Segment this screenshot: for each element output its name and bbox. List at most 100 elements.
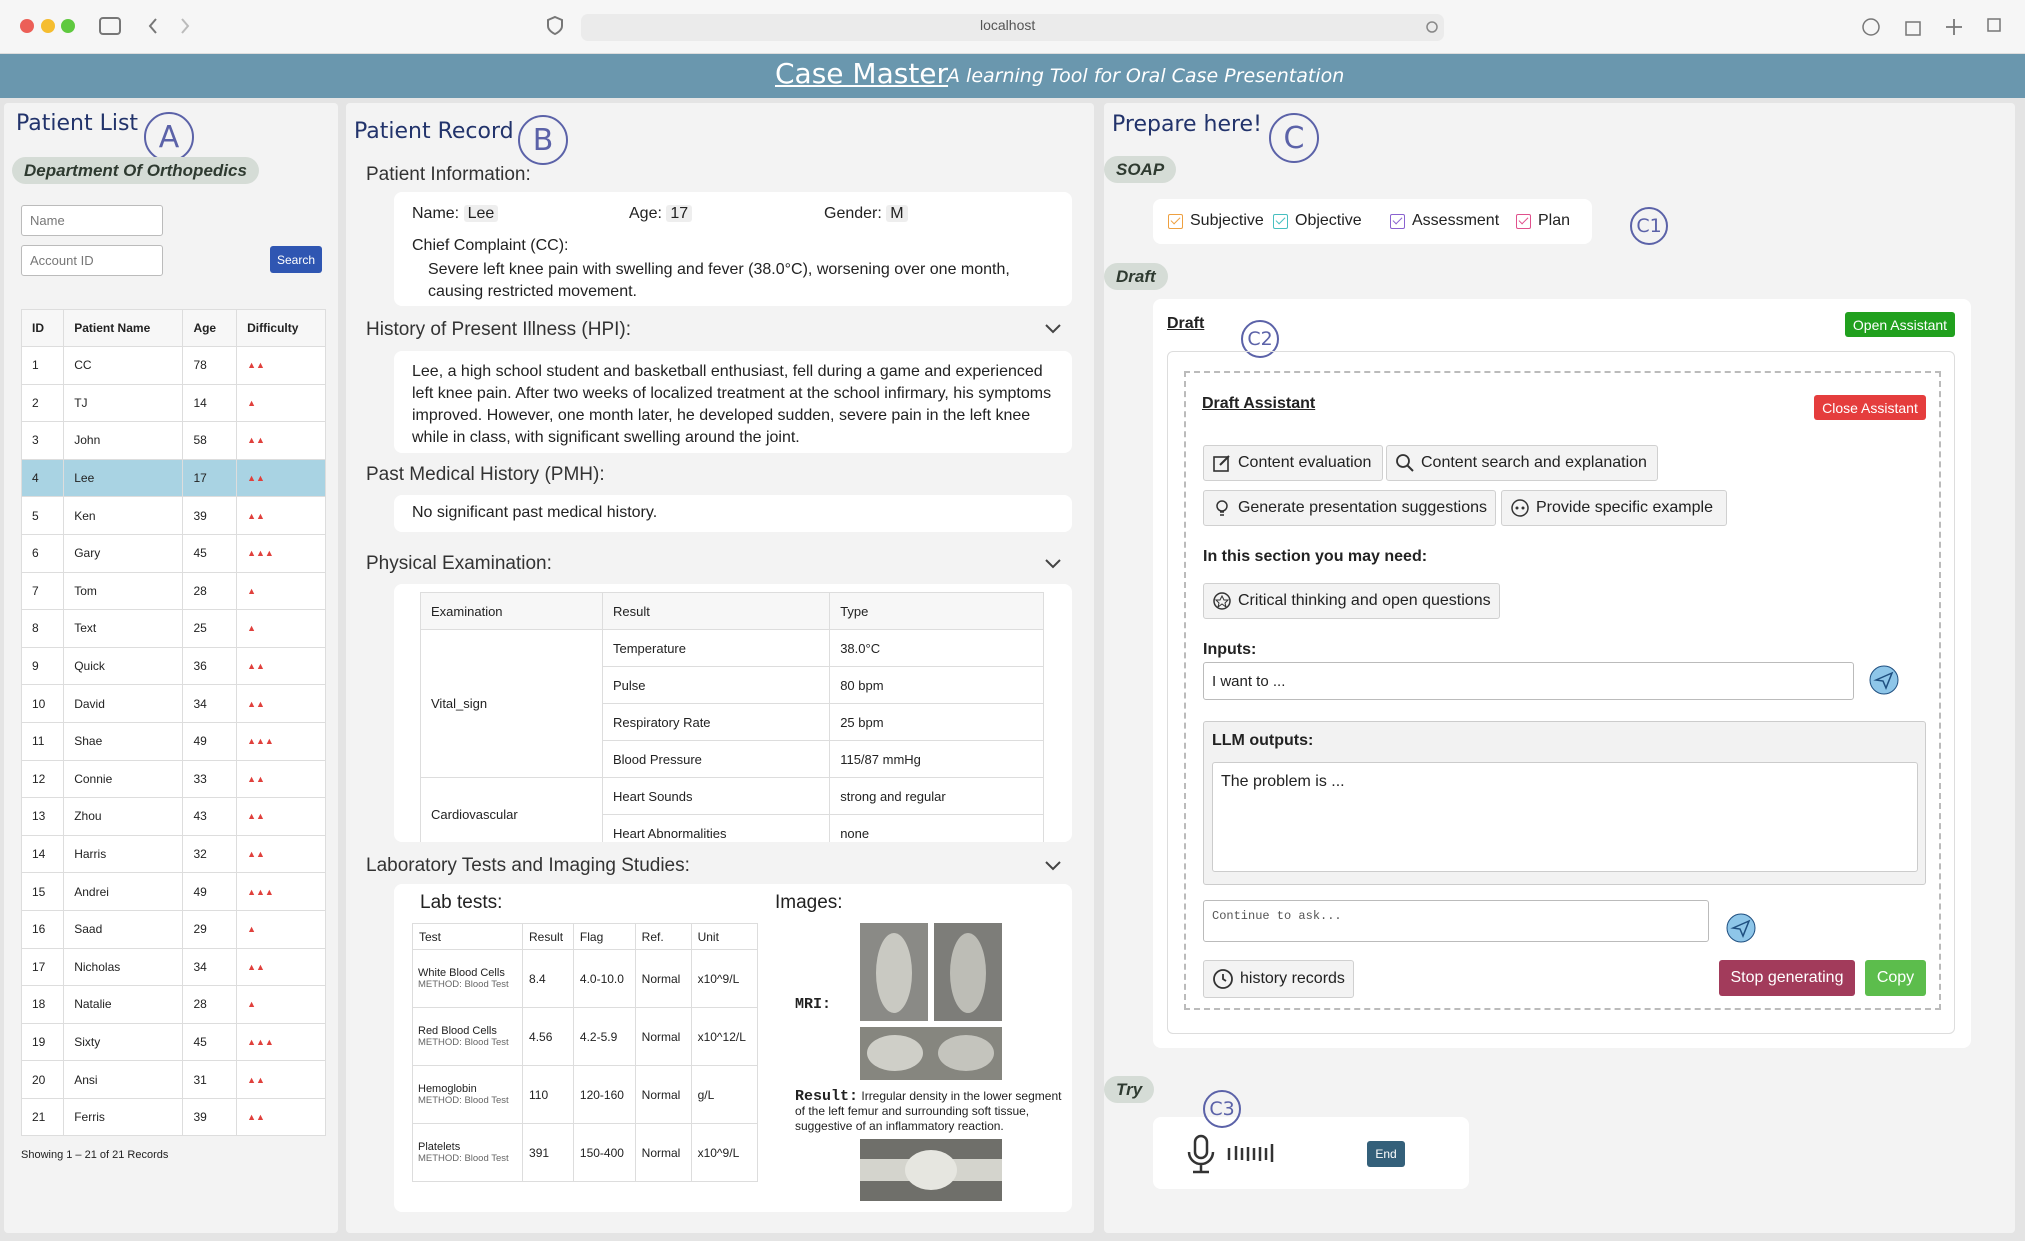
tabs-icon[interactable] xyxy=(1987,18,2001,32)
mri-image[interactable] xyxy=(860,923,1002,1080)
cell: x10^9/L xyxy=(690,949,759,1008)
send-button[interactable] xyxy=(1726,913,1756,943)
test-cell: Red Blood Cells METHOD: Blood Test xyxy=(411,1007,524,1066)
cell: 31 xyxy=(182,1060,238,1099)
soap-checkbox[interactable]: Assessment xyxy=(1390,212,1499,230)
cell: none xyxy=(829,814,1044,842)
patient-row[interactable]: 11 Shae 49 ▲▲▲ xyxy=(20,721,326,761)
tool-button[interactable]: Generate presentation suggestions xyxy=(1203,490,1496,526)
hpi-box: Lee, a high school student and basketbal… xyxy=(394,351,1072,453)
copy-button[interactable]: Copy xyxy=(1865,960,1926,996)
check-mark xyxy=(1518,214,1529,224)
cell: 115/87 mmHg xyxy=(829,740,1044,778)
cell: Normal xyxy=(634,1065,692,1124)
cell: g/L xyxy=(690,1065,759,1124)
browser-controls xyxy=(20,14,2001,41)
followup-field[interactable]: Continue to ask... xyxy=(1203,900,1709,942)
patient-row[interactable]: 10 David 34 ▲▲ xyxy=(20,684,326,723)
cell: 32 xyxy=(182,834,238,874)
patient-row[interactable]: 5 Ken 39 ▲▲ xyxy=(20,496,326,535)
collapse-toggle[interactable] xyxy=(1044,860,1062,872)
patient-row[interactable]: 13 Zhou 43 ▲▲ xyxy=(20,797,326,836)
pmh-text: No significant past medical history. xyxy=(412,504,658,521)
suggested-button[interactable]: Critical thinking and open questions xyxy=(1203,583,1500,619)
history-button[interactable]: history records xyxy=(1203,960,1354,998)
collapse-toggle[interactable] xyxy=(1044,323,1062,335)
record-count: Showing 1 – 21 of 21 Records xyxy=(21,1149,169,1161)
minimize-dot[interactable] xyxy=(41,19,55,33)
section-marker: C xyxy=(1269,113,1319,163)
patient-row[interactable]: 6 Gary 45 ▲▲▲ xyxy=(20,533,326,573)
voice-recorder[interactable] xyxy=(1187,1134,1307,1176)
output-text: The problem is ... xyxy=(1212,762,1918,872)
cell: 49 xyxy=(182,872,238,911)
address-bar[interactable] xyxy=(581,14,1444,41)
back-icon[interactable] xyxy=(148,18,157,34)
patient-row[interactable]: 14 Harris 32 ▲▲ xyxy=(20,834,326,874)
patient-row[interactable]: 17 Nicholas 34 ▲▲ xyxy=(20,947,326,987)
cell: 9 xyxy=(20,646,65,686)
patient-row[interactable]: 9 Quick 36 ▲▲ xyxy=(20,646,326,686)
soap-checkbox[interactable]: Objective xyxy=(1273,212,1362,230)
input-field[interactable]: I want to ... xyxy=(1203,662,1854,700)
exam-row: Pulse 80 bpm xyxy=(421,666,1044,704)
send-button[interactable] xyxy=(1869,665,1899,695)
patient-row[interactable]: 19 Sixty 45 ▲▲▲ xyxy=(20,1022,326,1062)
cell: 2 xyxy=(20,383,65,423)
open-assistant-button[interactable]: Open Assistant xyxy=(1845,312,1955,337)
panel-title: Patient Record xyxy=(354,119,514,144)
share-icon[interactable] xyxy=(1905,21,1921,36)
search-button[interactable]: Search xyxy=(270,246,322,273)
cell: 25 xyxy=(182,609,238,648)
patient-row[interactable]: 4 Lee 17 ▲▲ xyxy=(20,458,326,498)
checkbox xyxy=(1390,213,1405,229)
zoom-dot[interactable] xyxy=(61,19,75,33)
cell: 33 xyxy=(182,759,238,799)
exam-group: Cardiovascular xyxy=(420,777,603,842)
reload-icon[interactable] xyxy=(1426,21,1438,33)
patient-row[interactable]: 8 Text 25 ▲ xyxy=(20,609,326,648)
lab-label: Lab tests: xyxy=(420,892,503,913)
patient-row[interactable]: 7 Tom 28 ▲ xyxy=(20,571,326,611)
soap-checkbox[interactable]: Subjective xyxy=(1168,212,1264,230)
patient-record-panel: Patient Record B Patient Information: Na… xyxy=(346,103,1094,1233)
stop-button[interactable]: Stop generating xyxy=(1719,960,1855,996)
patient-row[interactable]: 3 John 58 ▲▲ xyxy=(20,421,326,460)
end-button[interactable]: End xyxy=(1367,1141,1405,1167)
cell: 5 xyxy=(20,496,65,535)
new-tab-icon[interactable] xyxy=(1946,19,1962,35)
shield-icon[interactable] xyxy=(547,15,563,36)
tool-button[interactable]: Content search and explanation xyxy=(1386,445,1658,481)
patient-row[interactable]: 1 CC 78 ▲▲ xyxy=(20,346,326,385)
close-dot[interactable] xyxy=(20,19,34,33)
patient-row[interactable]: 2 TJ 14 ▲ xyxy=(20,383,326,423)
test-name: Platelets xyxy=(418,1140,461,1153)
cell: 28 xyxy=(182,571,238,611)
app-title[interactable]: Case Master xyxy=(775,57,949,90)
info-box: Name: Lee Age: 17 Gender: M Chief Compla… xyxy=(394,192,1072,306)
tool-button[interactable]: Provide specific example xyxy=(1501,490,1727,526)
tool-button[interactable]: Content evaluation xyxy=(1203,445,1383,481)
download-icon[interactable] xyxy=(1862,18,1880,36)
header-row: Test Result Flag Ref. Unit xyxy=(411,923,759,950)
xray-image[interactable] xyxy=(860,1139,1002,1201)
patient-row[interactable]: 16 Saad 29 ▲ xyxy=(20,909,326,949)
collapse-toggle[interactable] xyxy=(1044,558,1062,570)
soap-checkbox[interactable]: Plan xyxy=(1516,212,1570,230)
patient-row[interactable]: 18 Natalie 28 ▲ xyxy=(20,985,326,1024)
sidebar-icon[interactable] xyxy=(99,17,121,35)
patient-row[interactable]: 12 Connie 33 ▲▲ xyxy=(20,759,326,799)
patient-row[interactable]: 21 Ferris 39 ▲▲ xyxy=(20,1097,326,1137)
patient-row[interactable]: 20 Ansi 31 ▲▲ xyxy=(20,1060,326,1099)
patient-row[interactable]: 15 Andrei 49 ▲▲▲ xyxy=(20,872,326,911)
cell: Saad xyxy=(63,909,184,949)
cell: 19 xyxy=(20,1022,65,1062)
name-input[interactable]: Name xyxy=(21,205,163,236)
close-assistant-button[interactable]: Close Assistant xyxy=(1814,395,1926,420)
cell: Normal xyxy=(634,949,692,1008)
cell: 17 xyxy=(182,458,238,498)
column-header: Result xyxy=(522,923,574,950)
account-input[interactable]: Account ID xyxy=(21,245,163,276)
history-icon xyxy=(1213,969,1233,989)
forward-icon[interactable] xyxy=(181,18,190,34)
